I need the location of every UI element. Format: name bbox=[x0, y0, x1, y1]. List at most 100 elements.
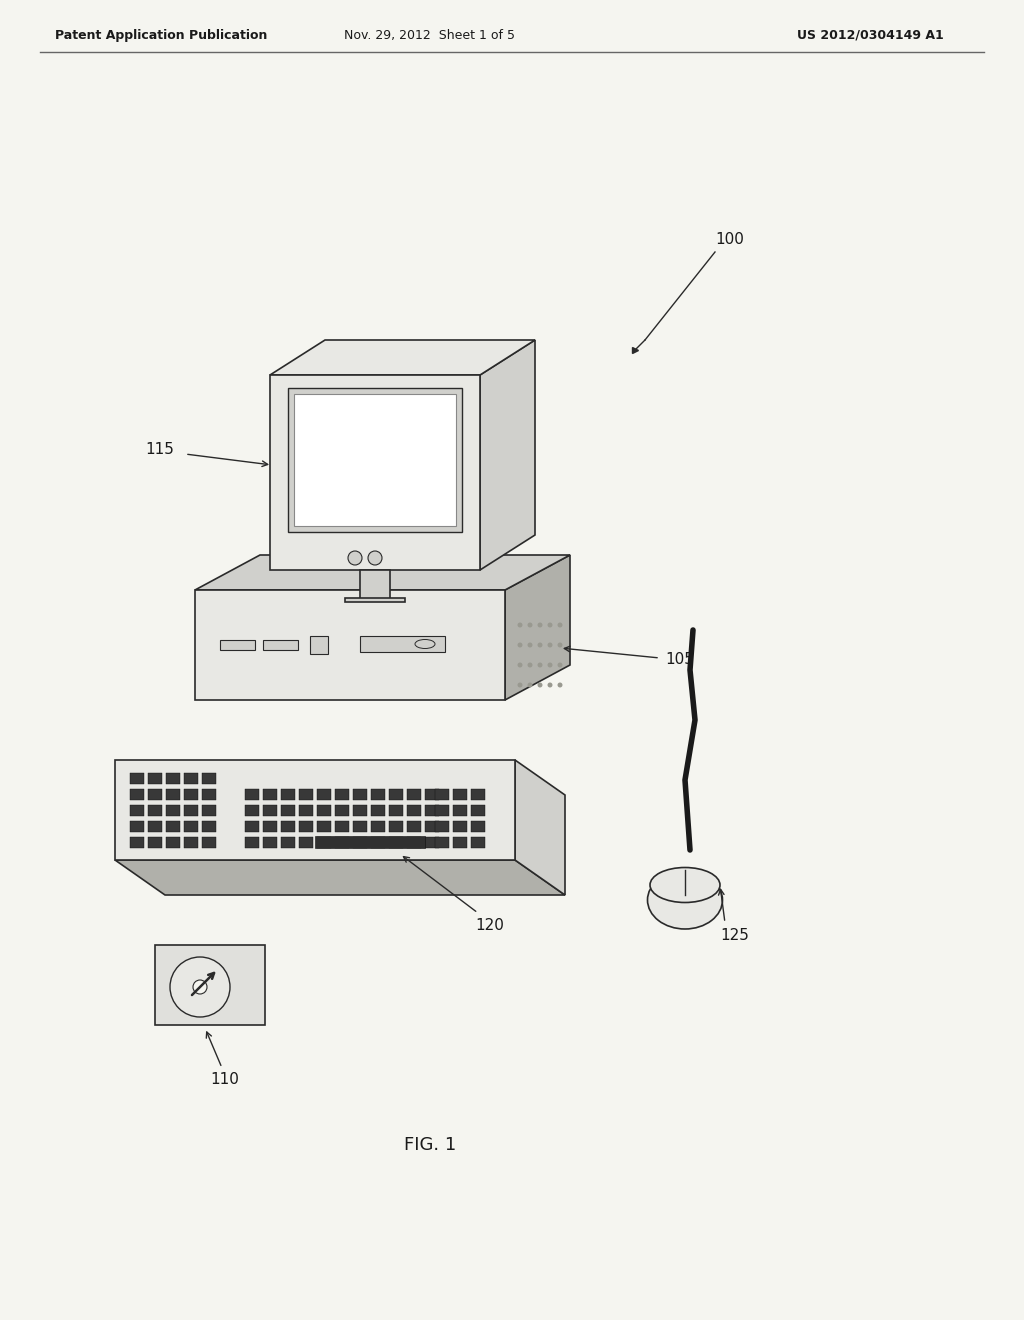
Circle shape bbox=[538, 682, 543, 688]
Polygon shape bbox=[389, 837, 403, 847]
Polygon shape bbox=[299, 821, 313, 832]
Polygon shape bbox=[166, 805, 180, 816]
Circle shape bbox=[517, 623, 522, 627]
Polygon shape bbox=[515, 760, 565, 895]
Polygon shape bbox=[310, 636, 328, 653]
Polygon shape bbox=[480, 360, 510, 550]
Polygon shape bbox=[184, 789, 198, 800]
Polygon shape bbox=[353, 821, 367, 832]
Polygon shape bbox=[195, 554, 570, 590]
Polygon shape bbox=[245, 789, 259, 800]
Polygon shape bbox=[317, 805, 331, 816]
Polygon shape bbox=[407, 789, 421, 800]
Polygon shape bbox=[245, 837, 259, 847]
Text: Nov. 29, 2012  Sheet 1 of 5: Nov. 29, 2012 Sheet 1 of 5 bbox=[344, 29, 515, 41]
Circle shape bbox=[517, 643, 522, 648]
Circle shape bbox=[348, 550, 362, 565]
Polygon shape bbox=[505, 554, 570, 700]
Polygon shape bbox=[371, 805, 385, 816]
Polygon shape bbox=[202, 821, 216, 832]
Text: 115: 115 bbox=[145, 442, 174, 458]
Text: 125: 125 bbox=[721, 928, 750, 942]
Polygon shape bbox=[315, 836, 425, 847]
Polygon shape bbox=[263, 789, 278, 800]
Polygon shape bbox=[195, 590, 505, 700]
Polygon shape bbox=[407, 837, 421, 847]
Polygon shape bbox=[453, 821, 467, 832]
Polygon shape bbox=[288, 388, 462, 532]
Polygon shape bbox=[184, 774, 198, 784]
Polygon shape bbox=[389, 805, 403, 816]
Circle shape bbox=[557, 643, 562, 648]
Polygon shape bbox=[166, 789, 180, 800]
Polygon shape bbox=[317, 837, 331, 847]
Polygon shape bbox=[389, 821, 403, 832]
Polygon shape bbox=[299, 805, 313, 816]
Polygon shape bbox=[335, 789, 349, 800]
Polygon shape bbox=[317, 789, 331, 800]
Polygon shape bbox=[281, 837, 295, 847]
Polygon shape bbox=[281, 821, 295, 832]
Polygon shape bbox=[353, 837, 367, 847]
Polygon shape bbox=[148, 789, 162, 800]
Circle shape bbox=[548, 663, 553, 668]
Polygon shape bbox=[202, 789, 216, 800]
Circle shape bbox=[538, 643, 543, 648]
Polygon shape bbox=[220, 640, 255, 649]
Polygon shape bbox=[155, 945, 265, 1026]
Polygon shape bbox=[270, 375, 480, 570]
Circle shape bbox=[548, 623, 553, 627]
Text: 120: 120 bbox=[475, 917, 505, 932]
Polygon shape bbox=[148, 774, 162, 784]
Polygon shape bbox=[345, 598, 406, 602]
Polygon shape bbox=[294, 393, 456, 525]
Polygon shape bbox=[317, 821, 331, 832]
Text: 110: 110 bbox=[211, 1072, 240, 1088]
Polygon shape bbox=[148, 821, 162, 832]
Text: US 2012/0304149 A1: US 2012/0304149 A1 bbox=[797, 29, 943, 41]
Polygon shape bbox=[202, 805, 216, 816]
Circle shape bbox=[193, 979, 207, 994]
Circle shape bbox=[548, 682, 553, 688]
Polygon shape bbox=[245, 805, 259, 816]
Polygon shape bbox=[435, 821, 449, 832]
Polygon shape bbox=[407, 805, 421, 816]
Polygon shape bbox=[202, 774, 216, 784]
Polygon shape bbox=[360, 570, 390, 601]
Polygon shape bbox=[166, 821, 180, 832]
Circle shape bbox=[527, 623, 532, 627]
Circle shape bbox=[557, 623, 562, 627]
Polygon shape bbox=[245, 821, 259, 832]
Text: Patent Application Publication: Patent Application Publication bbox=[55, 29, 267, 41]
Circle shape bbox=[557, 663, 562, 668]
Polygon shape bbox=[148, 805, 162, 816]
Polygon shape bbox=[335, 805, 349, 816]
Circle shape bbox=[538, 623, 543, 627]
Polygon shape bbox=[184, 821, 198, 832]
Polygon shape bbox=[263, 640, 298, 649]
Polygon shape bbox=[453, 805, 467, 816]
Polygon shape bbox=[202, 837, 216, 847]
Polygon shape bbox=[471, 837, 485, 847]
Text: 100: 100 bbox=[716, 232, 744, 248]
Polygon shape bbox=[425, 821, 439, 832]
Polygon shape bbox=[130, 805, 144, 816]
Polygon shape bbox=[453, 789, 467, 800]
Polygon shape bbox=[335, 837, 349, 847]
Circle shape bbox=[517, 682, 522, 688]
Polygon shape bbox=[115, 760, 515, 861]
Circle shape bbox=[368, 550, 382, 565]
Polygon shape bbox=[371, 789, 385, 800]
Polygon shape bbox=[453, 837, 467, 847]
Polygon shape bbox=[130, 821, 144, 832]
Polygon shape bbox=[184, 837, 198, 847]
Polygon shape bbox=[270, 341, 535, 375]
Polygon shape bbox=[435, 837, 449, 847]
Polygon shape bbox=[130, 789, 144, 800]
Circle shape bbox=[527, 643, 532, 648]
Polygon shape bbox=[166, 774, 180, 784]
Polygon shape bbox=[184, 805, 198, 816]
Polygon shape bbox=[389, 789, 403, 800]
Circle shape bbox=[170, 957, 230, 1016]
Polygon shape bbox=[281, 789, 295, 800]
